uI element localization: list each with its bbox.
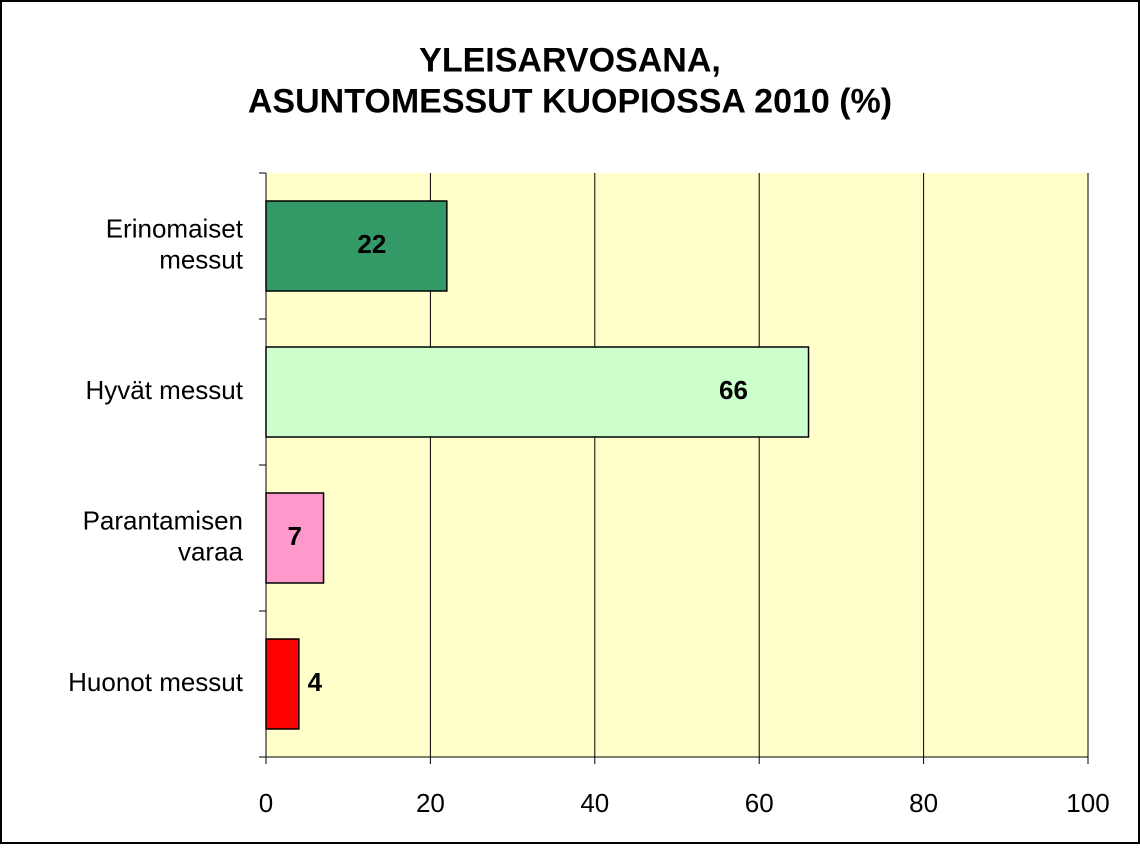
y-tick-label: Huonot messut: [68, 667, 244, 697]
bar: [265, 638, 300, 730]
bar: [265, 346, 810, 438]
x-tick-label: 100: [1066, 788, 1109, 818]
data-label: 22: [357, 229, 386, 259]
y-tick-label: Parantamisen varaa: [83, 505, 244, 566]
bar: [265, 492, 325, 584]
data-label: 66: [719, 375, 748, 405]
x-tick-label: 40: [580, 788, 609, 818]
data-label: 4: [308, 667, 323, 697]
x-tick-label: 60: [745, 788, 774, 818]
y-tick-label: Hyvät messut: [86, 375, 244, 405]
x-tick-label: 80: [909, 788, 938, 818]
data-label: 7: [288, 521, 302, 551]
x-tick-label: 20: [416, 788, 445, 818]
x-tick-label: 0: [259, 788, 273, 818]
bar: [265, 200, 448, 292]
y-tick-label: Erinomaiset messut: [106, 213, 244, 274]
chart-title: YLEISARVOSANA, ASUNTOMESSUT KUOPIOSSA 201…: [248, 42, 892, 121]
